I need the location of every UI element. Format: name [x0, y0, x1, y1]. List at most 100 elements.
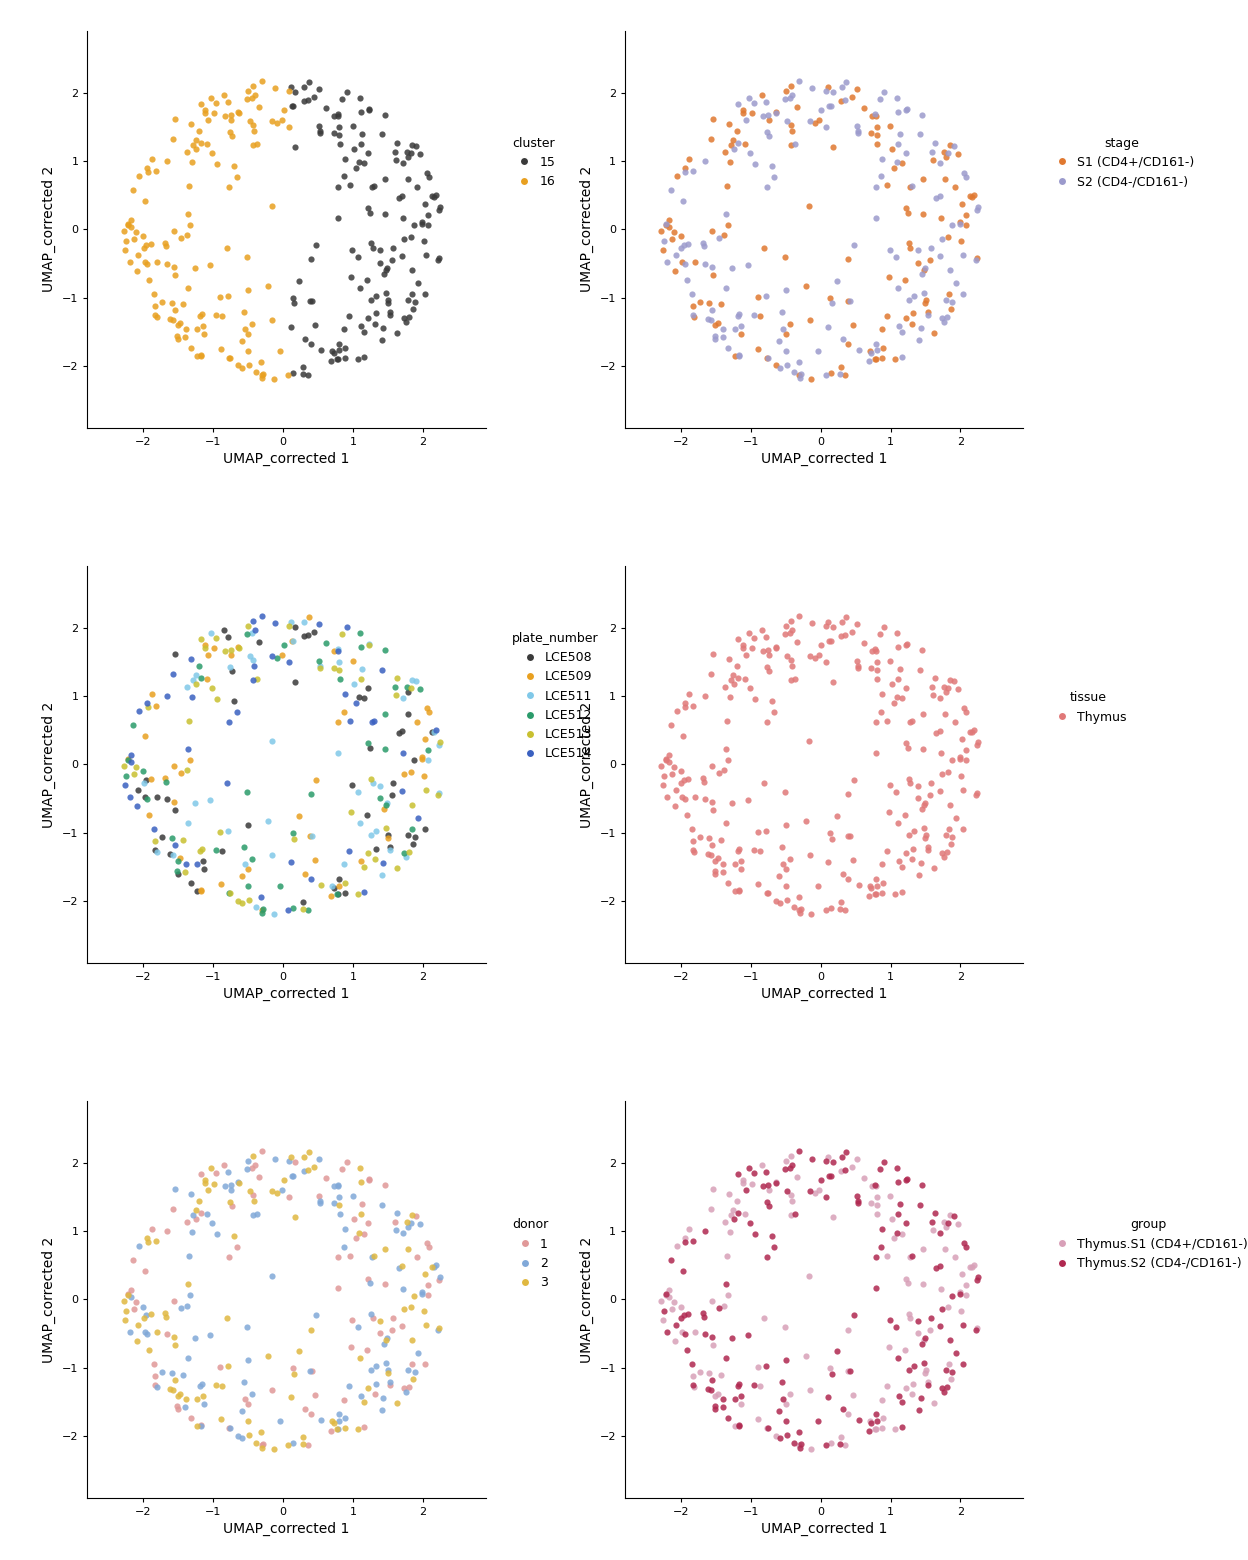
- Point: [364, 173, 384, 198]
- Point: [872, 870, 892, 895]
- Point: [414, 764, 434, 789]
- Point: [278, 78, 298, 103]
- Point: [221, 638, 241, 663]
- Point: [854, 95, 874, 120]
- Point: [925, 855, 945, 880]
- Point: [816, 362, 836, 387]
- Point: [942, 747, 962, 772]
- Point: [847, 1189, 867, 1214]
- Point: [683, 694, 703, 719]
- Point: [931, 1276, 951, 1301]
- Point: [940, 281, 960, 306]
- Point: [759, 1178, 779, 1203]
- Point: [714, 852, 734, 877]
- Point: [373, 1385, 393, 1410]
- Point: [412, 209, 432, 234]
- Point: [899, 822, 919, 847]
- Point: [961, 184, 981, 209]
- Point: [897, 201, 917, 226]
- Point: [418, 700, 438, 725]
- Point: [354, 1221, 374, 1246]
- Point: [207, 686, 227, 711]
- Point: [272, 1178, 292, 1203]
- Point: [661, 761, 681, 786]
- Point: [756, 284, 776, 309]
- Point: [776, 613, 796, 638]
- Point: [273, 633, 293, 658]
- Legend: 1, 2, 3: 1, 2, 3: [512, 1218, 548, 1289]
- Point: [715, 675, 735, 700]
- Point: [840, 824, 860, 849]
- Point: [705, 1396, 725, 1421]
- Point: [900, 236, 920, 261]
- Point: [163, 1377, 183, 1402]
- Point: [703, 264, 723, 289]
- Point: [716, 1271, 736, 1296]
- Point: [358, 1376, 378, 1401]
- Point: [866, 710, 886, 735]
- Point: [866, 741, 886, 766]
- Point: [728, 654, 748, 679]
- Point: [116, 763, 136, 788]
- Point: [675, 1229, 695, 1254]
- Point: [165, 1367, 185, 1392]
- Point: [311, 872, 331, 897]
- Point: [416, 1312, 436, 1337]
- Point: [292, 362, 312, 387]
- Point: [178, 1243, 198, 1268]
- Point: [228, 635, 248, 660]
- Point: [381, 835, 401, 860]
- Point: [889, 810, 909, 835]
- Point: [673, 189, 693, 214]
- Point: [201, 86, 221, 111]
- Point: [902, 173, 922, 198]
- Point: [180, 747, 200, 772]
- Point: [834, 326, 854, 351]
- Point: [381, 1373, 401, 1398]
- Point: [785, 131, 805, 156]
- Point: [387, 855, 407, 880]
- Point: [738, 253, 758, 278]
- Point: [841, 1154, 861, 1179]
- Point: [821, 1431, 841, 1455]
- Point: [807, 874, 827, 899]
- Point: [695, 1218, 715, 1243]
- Point: [725, 343, 745, 368]
- Point: [953, 777, 973, 802]
- Point: [800, 193, 820, 218]
- Point: [130, 699, 150, 724]
- Point: [334, 1387, 354, 1412]
- Point: [292, 897, 312, 922]
- Point: [221, 880, 241, 905]
- Point: [328, 103, 348, 128]
- Point: [352, 1192, 372, 1217]
- Point: [406, 669, 426, 694]
- Point: [351, 1384, 371, 1409]
- Point: [211, 1406, 231, 1431]
- Point: [950, 209, 970, 234]
- Point: [336, 870, 356, 895]
- Point: [369, 1309, 389, 1334]
- Point: [242, 847, 262, 872]
- Point: [724, 671, 744, 696]
- Point: [130, 1234, 150, 1259]
- Point: [725, 852, 745, 877]
- Point: [117, 746, 137, 771]
- Point: [238, 874, 258, 899]
- Point: [776, 856, 796, 881]
- Point: [916, 822, 936, 847]
- Point: [212, 839, 232, 864]
- Point: [784, 895, 804, 920]
- Point: [720, 150, 740, 175]
- Point: [193, 849, 213, 874]
- Point: [377, 791, 397, 816]
- Point: [157, 1218, 177, 1243]
- Point: [897, 97, 917, 122]
- Point: [363, 236, 383, 261]
- Point: [826, 1338, 846, 1363]
- Point: [683, 1373, 703, 1398]
- Point: [786, 1164, 806, 1189]
- Point: [121, 749, 141, 774]
- Point: [859, 885, 879, 909]
- Point: [429, 733, 449, 758]
